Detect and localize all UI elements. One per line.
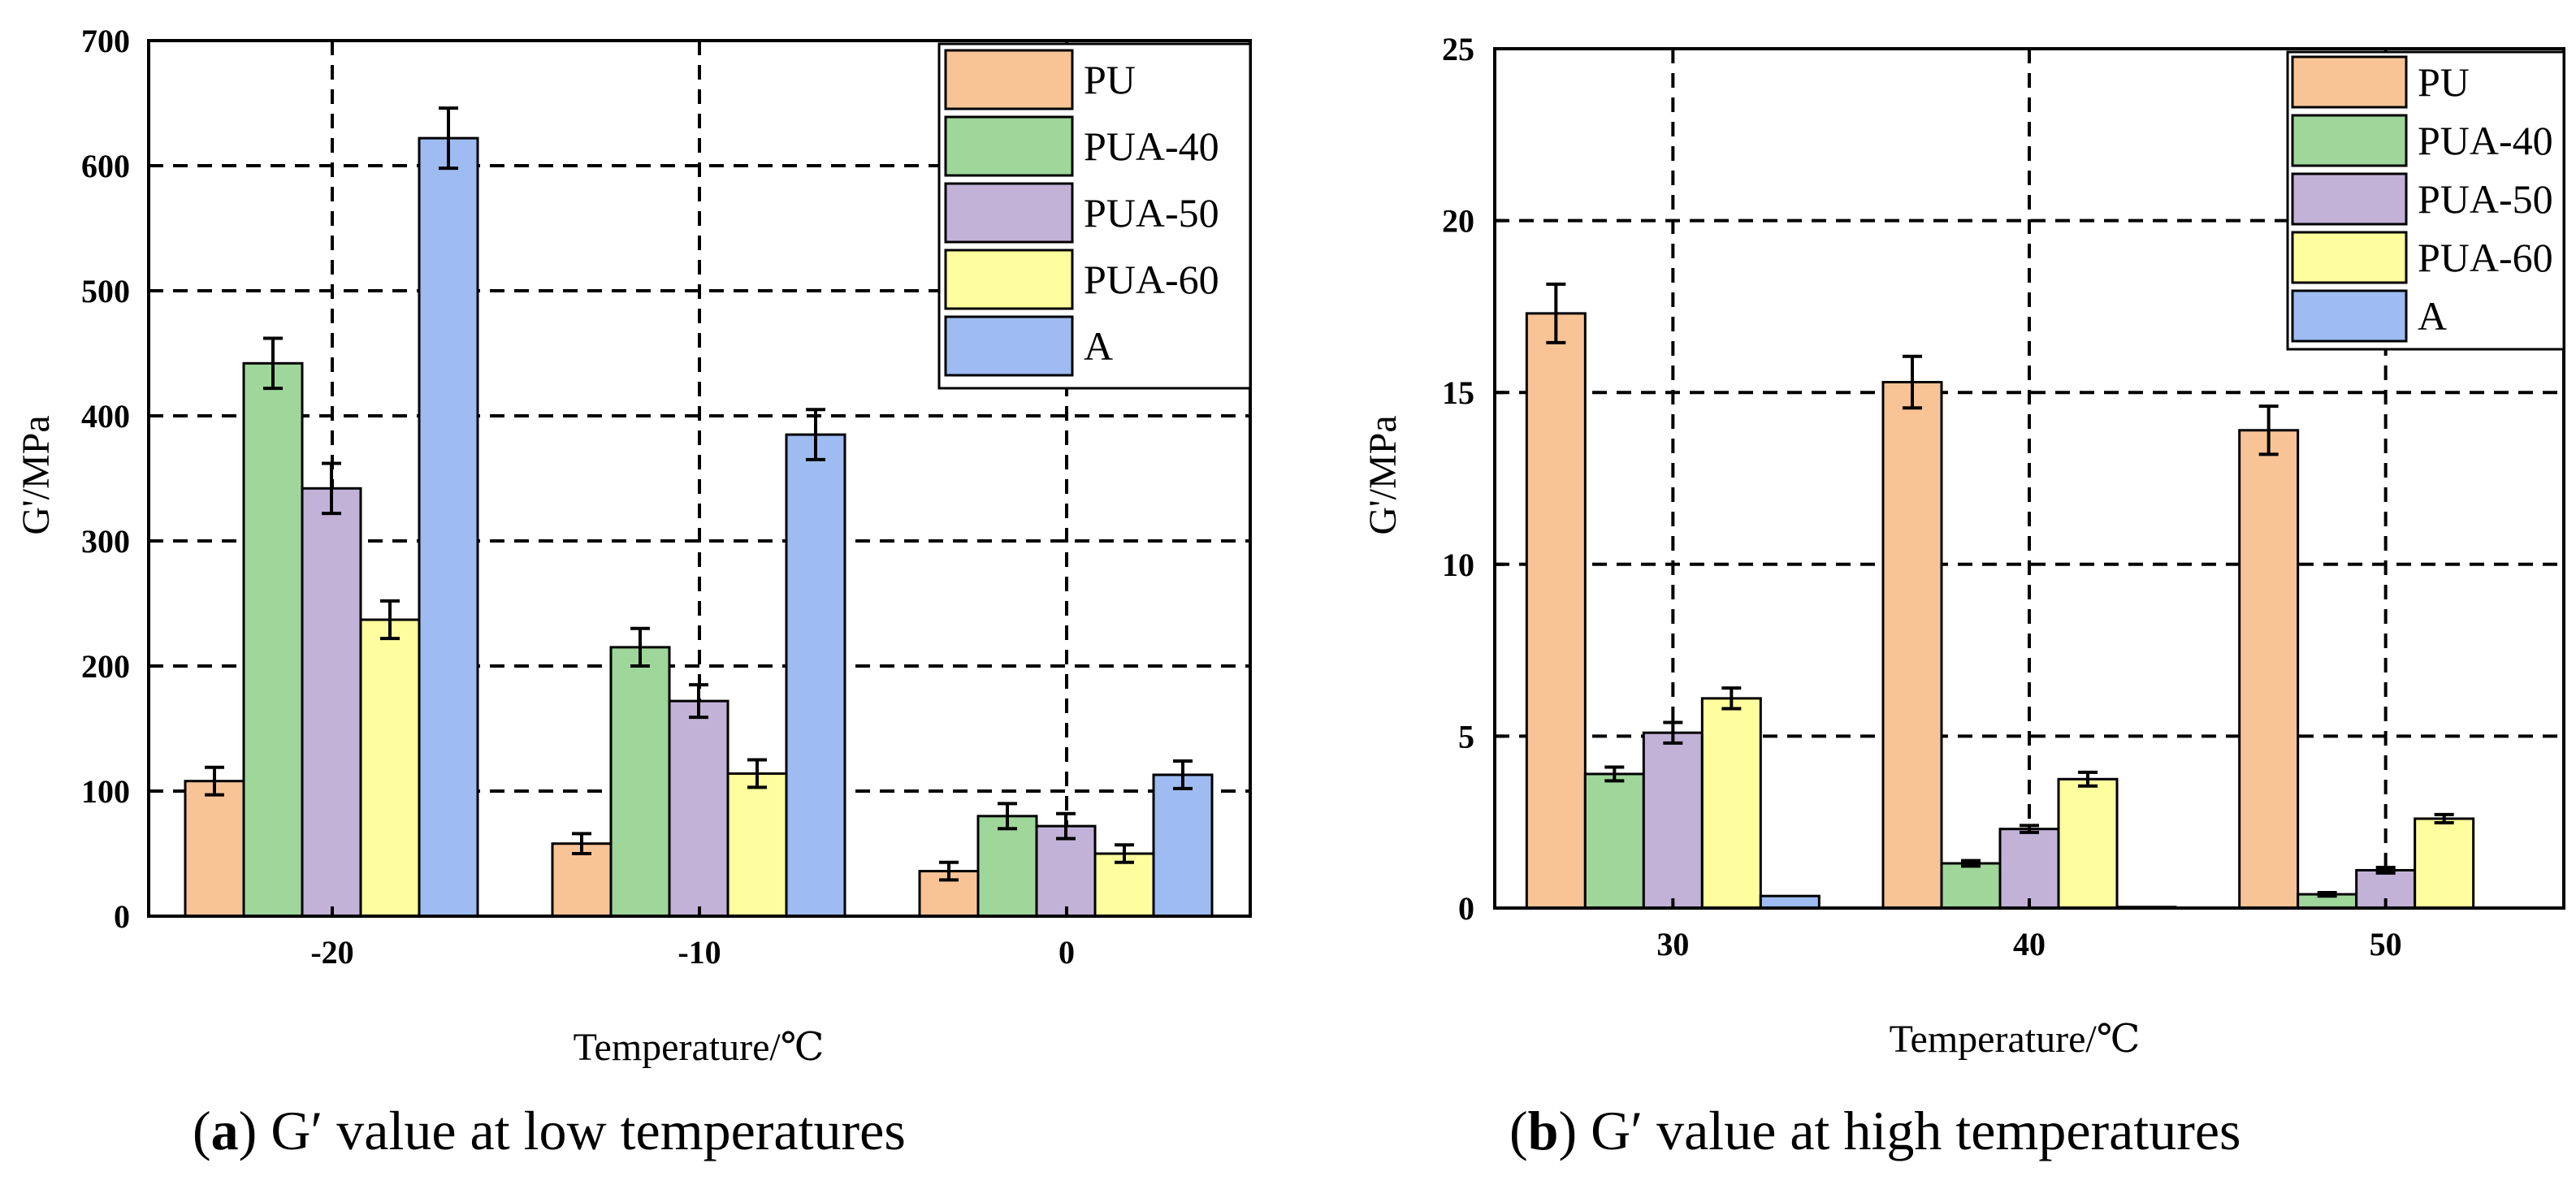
errorbars-b [1546,282,2454,898]
bars-b [1525,312,2475,910]
ticks-b: 0 5 10 15 20 25 30 40 50 [1442,31,2402,962]
bar [2414,817,2475,910]
x-axis-title-a: Temperature/℃ [574,1026,825,1069]
legend-swatch [944,249,1074,310]
x-tick-label: 0 [1059,934,1075,971]
caption-letter-a: a [211,1100,239,1161]
bar [301,487,362,918]
bar [418,136,479,918]
bar [1152,773,1214,918]
y-tick-label: 15 [1442,374,1474,411]
chart-panel-b: 0 5 10 15 20 25 30 40 50 PU PUA-40 PUA-50 PUA-60 A T… [1362,31,2565,1161]
x-tick-label: -10 [678,934,721,971]
bar [2355,868,2417,910]
legend-label: PUA-50 [1084,190,1219,236]
legend-label: PUA-40 [1084,123,1219,169]
bar [1881,381,1943,910]
y-tick-label: 200 [81,648,130,685]
x-axis-title-b: Temperature/℃ [1890,1018,2141,1061]
y-axis-title-a: G'/MPa [15,415,58,534]
legend-label: A [1084,323,1113,369]
bar [1998,828,2060,910]
y-tick-label: 5 [1458,718,1474,755]
legend-swatch [944,49,1074,110]
bar [976,815,1038,918]
legend-a: PU PUA-40 PUA-50 PUA-60 A [937,42,1252,390]
y-tick-label: 20 [1442,203,1474,240]
legend-swatch [944,115,1074,177]
legend-swatch [2291,231,2408,284]
caption-a: (a) G′ value at low temperatures [193,1100,906,1161]
bar [785,433,846,918]
y-tick-label: 0 [114,898,130,935]
y-tick-label: 0 [1458,890,1474,927]
ticks-a: 0 100 200 300 400 500 600 700 -20 -10 0 [81,23,1075,971]
legend-label: PUA-60 [2418,235,2553,280]
x-tick-label: -20 [310,934,353,971]
errorbars-a [205,106,1193,882]
x-tick-label: 50 [2370,926,2402,962]
bar [1642,731,1704,910]
bar [184,780,245,918]
bar [1525,312,1587,910]
y-tick-label: 600 [81,148,130,184]
y-tick-label: 700 [81,23,130,59]
bar [359,618,421,918]
y-tick-label: 300 [81,523,130,560]
legend-label: PUA-60 [1084,257,1219,302]
legend-swatch [2291,114,2408,167]
legend-label: PU [1084,57,1136,102]
bar [668,699,730,918]
legend-swatch [944,315,1074,377]
legend-b: PU PUA-40 PUA-50 PUA-60 A [2286,50,2565,351]
bar [726,772,788,918]
y-axis-title-b: G'/MPa [1362,415,1405,534]
y-tick-label: 400 [81,398,130,435]
bar [609,646,671,918]
y-tick-label: 10 [1442,547,1474,583]
legend-label: PUA-40 [2418,118,2553,163]
y-tick-label: 100 [81,773,130,810]
y-tick-label: 500 [81,273,130,309]
bar [242,361,304,918]
bar [2057,777,2119,910]
caption-text-a: G′ value at low temperatures [271,1100,905,1161]
bar [1940,862,2002,910]
bar [1700,697,1762,910]
bar [1583,772,1645,910]
legend-swatch [2291,289,2408,343]
y-tick-label: 25 [1442,31,1474,67]
legend-label: A [2418,293,2447,339]
legend-swatch [2291,55,2408,109]
bar [2238,429,2300,910]
caption-b: (b) G′ value at high temperatures [1509,1100,2241,1161]
x-tick-label: 30 [1656,926,1689,962]
caption-text-b: G′ value at high temperatures [1591,1100,2240,1161]
legend-swatch [944,182,1074,244]
legend-label: PUA-50 [2418,176,2553,222]
legend-swatch [2291,172,2408,226]
bar [1759,894,1821,910]
caption-letter-b: b [1528,1100,1559,1161]
legend-label: PU [2418,59,2470,105]
x-tick-label: 40 [2013,926,2046,962]
